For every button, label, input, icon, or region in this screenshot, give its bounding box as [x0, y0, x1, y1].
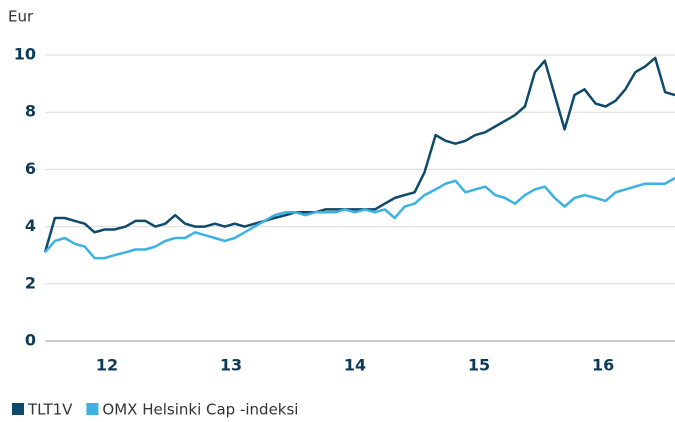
y-axis-label: Eur	[8, 8, 34, 26]
y-tick-label: 6	[25, 159, 36, 178]
x-tick-label: 13	[220, 356, 242, 375]
series-line	[44, 176, 675, 260]
legend-swatch	[86, 403, 99, 415]
y-tick-label: 2	[25, 273, 36, 292]
x-tick-label: 12	[96, 356, 118, 375]
y-tick-label: 8	[25, 102, 36, 121]
y-tick-label: 4	[25, 216, 36, 235]
x-tick-label: 15	[468, 356, 490, 375]
x-tick-label: 14	[344, 356, 366, 375]
legend-swatch	[12, 403, 24, 415]
legend-label: OMX Helsinki Cap -indeksi	[102, 401, 298, 419]
y-tick-label: 0	[25, 331, 36, 350]
series-line	[43, 56, 675, 253]
y-tick-label: 10	[14, 45, 36, 64]
legend-label: TLT1V	[27, 401, 73, 419]
x-tick-label: 16	[592, 356, 614, 375]
